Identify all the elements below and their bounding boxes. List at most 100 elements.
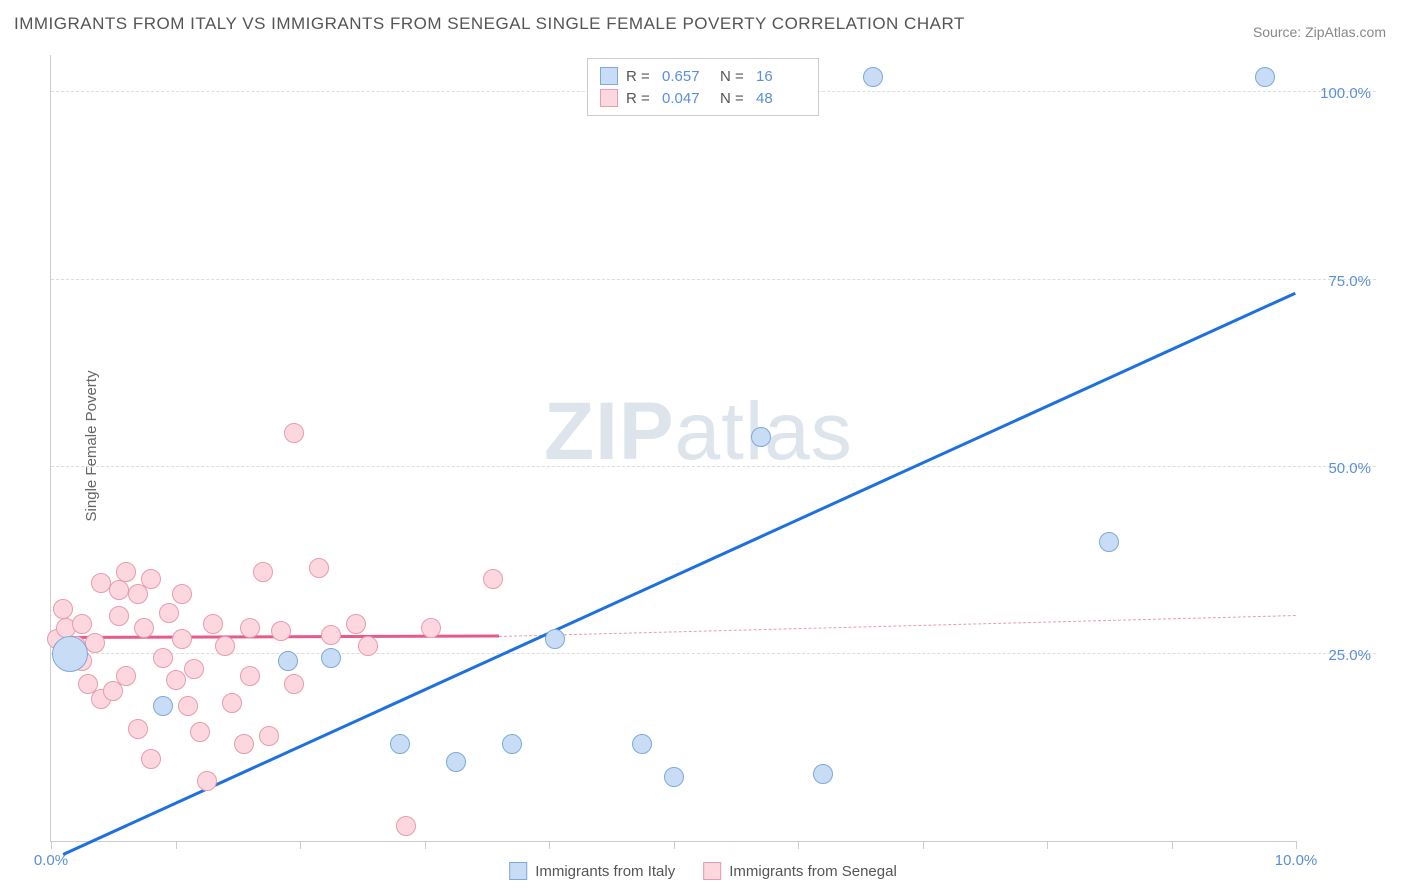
- source-value: ZipAtlas.com: [1305, 24, 1386, 40]
- data-point: [271, 621, 291, 641]
- data-point: [321, 625, 341, 645]
- data-point: [172, 629, 192, 649]
- x-tick: [798, 841, 799, 849]
- data-point: [153, 696, 173, 716]
- data-point: [632, 734, 652, 754]
- gridline: [51, 466, 1376, 467]
- data-point: [178, 696, 198, 716]
- data-point: [284, 423, 304, 443]
- data-point: [321, 648, 341, 668]
- scatter-plot-area: ZIPatlas 25.0%50.0%75.0%100.0%0.0%10.0%: [50, 55, 1296, 842]
- data-point: [863, 67, 883, 87]
- data-point: [446, 752, 466, 772]
- data-point: [234, 734, 254, 754]
- legend-label-italy: Immigrants from Italy: [535, 863, 675, 880]
- x-tick: [425, 841, 426, 849]
- data-point: [197, 771, 217, 791]
- x-tick: [1172, 841, 1173, 849]
- series-legend: Immigrants from Italy Immigrants from Se…: [509, 862, 897, 880]
- x-tick: [176, 841, 177, 849]
- swatch-senegal: [600, 89, 618, 107]
- x-tick: [1296, 841, 1297, 849]
- data-point: [109, 606, 129, 626]
- data-point: [72, 614, 92, 634]
- legend-row-senegal: R = 0.047 N = 48: [600, 87, 806, 109]
- r-label: R =: [626, 68, 654, 85]
- data-point: [253, 562, 273, 582]
- data-point: [309, 558, 329, 578]
- data-point: [259, 726, 279, 746]
- data-point: [1255, 67, 1275, 87]
- n-label: N =: [720, 90, 748, 107]
- data-point: [91, 573, 111, 593]
- x-tick: [674, 841, 675, 849]
- data-point: [284, 674, 304, 694]
- data-point: [421, 618, 441, 638]
- x-tick: [300, 841, 301, 849]
- data-point: [153, 648, 173, 668]
- x-tick: [923, 841, 924, 849]
- r-value-italy: 0.657: [662, 68, 712, 85]
- swatch-italy: [600, 67, 618, 85]
- data-point: [483, 569, 503, 589]
- swatch-italy: [509, 862, 527, 880]
- data-point: [751, 427, 771, 447]
- watermark-bold: ZIP: [544, 386, 675, 477]
- y-tick-label: 50.0%: [1328, 460, 1371, 477]
- data-point: [172, 584, 192, 604]
- x-tick: [1047, 841, 1048, 849]
- trend-line: [499, 615, 1296, 637]
- data-point: [109, 580, 129, 600]
- x-tick-label: 10.0%: [1275, 852, 1318, 869]
- data-point: [396, 816, 416, 836]
- legend-item-senegal: Immigrants from Senegal: [703, 862, 897, 880]
- data-point: [813, 764, 833, 784]
- y-tick-label: 75.0%: [1328, 273, 1371, 290]
- data-point: [240, 666, 260, 686]
- data-point: [53, 599, 73, 619]
- data-point: [184, 659, 204, 679]
- data-point: [278, 651, 298, 671]
- legend-row-italy: R = 0.657 N = 16: [600, 65, 806, 87]
- data-point: [166, 670, 186, 690]
- data-point: [190, 722, 210, 742]
- correlation-legend: R = 0.657 N = 16 R = 0.047 N = 48: [587, 58, 819, 116]
- data-point: [390, 734, 410, 754]
- data-point: [141, 569, 161, 589]
- data-point: [240, 618, 260, 638]
- legend-label-senegal: Immigrants from Senegal: [729, 863, 897, 880]
- y-tick-label: 25.0%: [1328, 647, 1371, 664]
- data-point: [358, 636, 378, 656]
- legend-item-italy: Immigrants from Italy: [509, 862, 675, 880]
- source-attribution: Source: ZipAtlas.com: [1253, 24, 1386, 40]
- data-point: [215, 636, 235, 656]
- data-point: [159, 603, 179, 623]
- x-tick: [549, 841, 550, 849]
- gridline: [51, 653, 1376, 654]
- n-value-senegal: 48: [756, 90, 806, 107]
- gridline: [51, 279, 1376, 280]
- data-point: [134, 618, 154, 638]
- data-point: [85, 633, 105, 653]
- n-label: N =: [720, 68, 748, 85]
- data-point: [52, 636, 88, 672]
- source-label: Source:: [1253, 24, 1301, 40]
- swatch-senegal: [703, 862, 721, 880]
- data-point: [545, 629, 565, 649]
- chart-title: IMMIGRANTS FROM ITALY VS IMMIGRANTS FROM…: [14, 14, 965, 34]
- data-point: [664, 767, 684, 787]
- data-point: [222, 693, 242, 713]
- x-tick: [51, 841, 52, 849]
- n-value-italy: 16: [756, 68, 806, 85]
- data-point: [116, 562, 136, 582]
- data-point: [1099, 532, 1119, 552]
- data-point: [128, 719, 148, 739]
- data-point: [141, 749, 161, 769]
- data-point: [502, 734, 522, 754]
- data-point: [203, 614, 223, 634]
- r-value-senegal: 0.047: [662, 90, 712, 107]
- data-point: [116, 666, 136, 686]
- r-label: R =: [626, 90, 654, 107]
- y-tick-label: 100.0%: [1320, 85, 1371, 102]
- data-point: [346, 614, 366, 634]
